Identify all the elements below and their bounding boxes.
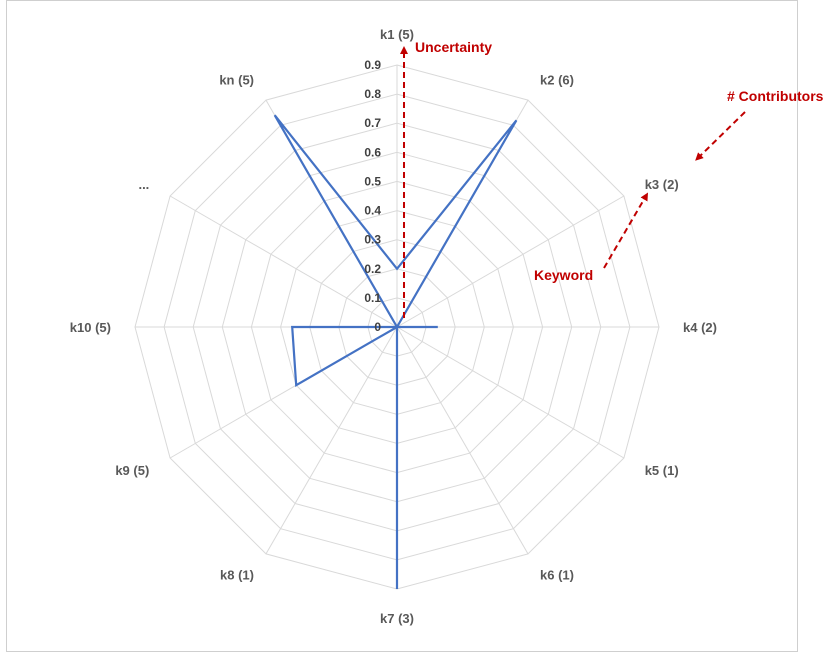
radial-tick-label: 0.2	[364, 262, 381, 276]
uncertainty-annotation: Uncertainty	[415, 39, 492, 55]
category-label: k3 (2)	[645, 177, 679, 192]
radial-tick-label: 0.3	[364, 233, 381, 247]
category-label: k7 (3)	[380, 611, 414, 626]
radial-tick-label: 0	[374, 320, 381, 334]
grid-spoke	[396, 326, 529, 555]
category-label: k1 (5)	[380, 27, 414, 42]
contributors-annotation: # Contributors	[727, 88, 824, 104]
category-labels: k1 (5) k2 (6) k3 (2) k4 (2) k5 (1) k6 (1) k7 (…	[70, 27, 717, 626]
radial-tick-label: 0.4	[364, 204, 381, 218]
radial-tick-label: 0.6	[364, 145, 381, 159]
category-label: k4 (2)	[683, 320, 717, 335]
category-label: k10 (5)	[70, 320, 111, 335]
category-label: k2 (6)	[540, 72, 574, 87]
contributors-arrow	[695, 111, 746, 161]
grid-spoke	[169, 195, 398, 328]
radial-tick-label: 0.1	[364, 291, 381, 305]
series-layer	[273, 114, 518, 590]
category-label: k8 (1)	[220, 568, 254, 583]
category-label: k5 (1)	[645, 463, 679, 478]
keyword-annotation: Keyword	[534, 267, 593, 283]
grid-spoke	[396, 326, 625, 459]
radial-tick-labels: 0 0.1 0.2 0.3 0.4 0.5 0.6 0.7 0.8 0.9	[364, 58, 381, 334]
category-label: k6 (1)	[540, 568, 574, 583]
grid-spoke	[396, 195, 625, 328]
radial-tick-label: 0.5	[364, 174, 381, 188]
category-label: kn (5)	[219, 72, 254, 87]
grid-spoke	[265, 326, 398, 555]
radial-tick-label: 0.7	[364, 116, 381, 130]
radial-tick-label: 0.8	[364, 87, 381, 101]
category-label: ...	[138, 177, 149, 192]
radial-tick-label: 0.9	[364, 58, 381, 72]
annotations: Uncertainty Keyword # Contributors	[400, 39, 824, 318]
keyword-arrow	[603, 192, 649, 269]
category-label: k9 (5)	[115, 463, 149, 478]
series-polygon	[273, 114, 518, 589]
